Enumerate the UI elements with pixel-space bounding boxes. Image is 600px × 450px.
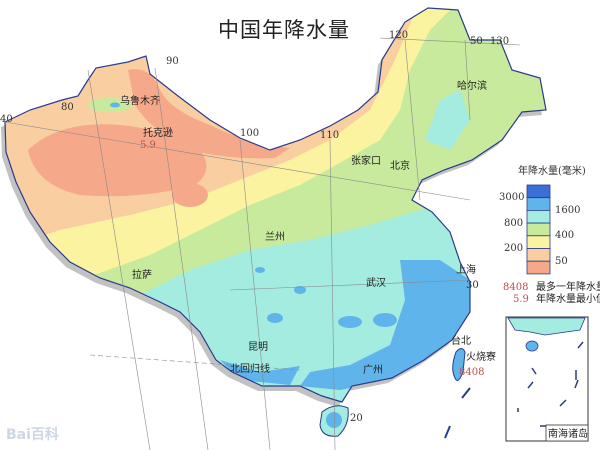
legend-swatch (526, 260, 551, 275)
legend-swatch (526, 197, 551, 211)
city-zhangjiakou: 张家口 (351, 154, 381, 167)
city-beijing: 北京 (390, 159, 410, 172)
city-toksun: 托克逊 (143, 126, 173, 139)
legend-tick-50: 50 (555, 256, 568, 267)
label-lon-110: 110 (320, 130, 339, 141)
label-lon-100: 100 (240, 128, 259, 139)
legend-tick-200: 200 (504, 243, 523, 254)
south-sea-islands-label: 南海诸岛 (548, 427, 588, 440)
city-kunming: 昆明 (248, 341, 268, 353)
city-guangzhou: 广州 (363, 364, 383, 376)
taiwan-island (452, 348, 466, 381)
place-huoshaoliao: 火烧寮 (466, 350, 496, 363)
legend-tick-3000: 3000 (499, 192, 524, 203)
city-wuhan: 武汉 (366, 276, 386, 289)
tropic-of-cancer: 北回归线 (230, 362, 270, 375)
legend-swatch (526, 184, 551, 199)
legend-max-text: 最多一年降水量 (536, 280, 600, 293)
south-sea-inset: 南海诸岛 (505, 316, 589, 442)
label-lon-90: 90 (166, 56, 179, 67)
legend (526, 184, 551, 275)
city-shanghai: 上海 (456, 263, 476, 276)
legend-swatch (526, 248, 551, 262)
label-lon-120: 120 (389, 30, 408, 41)
legend-swatch (526, 209, 551, 224)
map-title: 中国年降水量 (218, 18, 350, 42)
legend-swatch (526, 222, 551, 237)
city-lhasa: 拉萨 (132, 268, 152, 281)
watermark-logo: Bai百科 (6, 427, 59, 443)
legend-min-text: 年降水量最小值 (536, 292, 600, 305)
label-lat-20: 20 (350, 413, 363, 424)
city-harbin: 哈尔滨 (457, 79, 487, 92)
legend-title: 年降水量(毫米) (518, 166, 586, 177)
legend-swatch (526, 235, 551, 249)
legend-tick-800: 800 (504, 218, 523, 229)
legend-min-value: 5.9 (513, 294, 529, 305)
graticule (4, 37, 521, 450)
city-taipei: 台北 (451, 334, 471, 347)
label-lat-40: 40 (0, 114, 13, 125)
legend-tick-1600: 1600 (555, 205, 580, 216)
label-lon-80: 80 (61, 102, 74, 113)
legend-max-value: 8408 (503, 282, 528, 293)
city-lanzhou: 兰州 (265, 230, 285, 243)
label-lat-30: 30 (466, 280, 479, 291)
place-labels: 乌鲁木齐 托克逊 5.9 哈尔滨 张家口 北京 兰州 拉萨 武汉 上海 昆明 北… (120, 79, 496, 378)
toksun-value: 5.9 (140, 140, 156, 151)
huoshaoliao-value: 8408 (459, 367, 484, 378)
city-urumqi: 乌鲁木齐 (120, 94, 160, 107)
label-lon-130: 130 (490, 36, 509, 47)
legend-tick-400: 400 (555, 230, 574, 241)
label-lat-50: 50 (470, 36, 483, 47)
